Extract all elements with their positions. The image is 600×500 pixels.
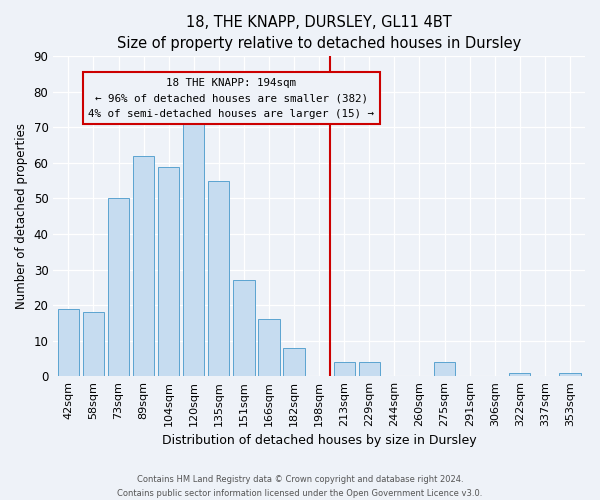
Text: 18 THE KNAPP: 194sqm
← 96% of detached houses are smaller (382)
4% of semi-detac: 18 THE KNAPP: 194sqm ← 96% of detached h… <box>88 78 374 119</box>
Bar <box>559 372 581 376</box>
Bar <box>509 372 530 376</box>
X-axis label: Distribution of detached houses by size in Dursley: Distribution of detached houses by size … <box>162 434 476 448</box>
Bar <box>434 362 455 376</box>
Bar <box>158 166 179 376</box>
Bar <box>334 362 355 376</box>
Bar <box>208 180 229 376</box>
Bar <box>58 308 79 376</box>
Y-axis label: Number of detached properties: Number of detached properties <box>15 124 28 310</box>
Bar <box>83 312 104 376</box>
Bar <box>108 198 129 376</box>
Bar <box>359 362 380 376</box>
Bar <box>259 320 280 376</box>
Bar <box>183 124 205 376</box>
Text: Contains HM Land Registry data © Crown copyright and database right 2024.
Contai: Contains HM Land Registry data © Crown c… <box>118 476 482 498</box>
Title: 18, THE KNAPP, DURSLEY, GL11 4BT
Size of property relative to detached houses in: 18, THE KNAPP, DURSLEY, GL11 4BT Size of… <box>117 15 521 51</box>
Bar <box>133 156 154 376</box>
Bar <box>283 348 305 376</box>
Bar <box>233 280 254 376</box>
